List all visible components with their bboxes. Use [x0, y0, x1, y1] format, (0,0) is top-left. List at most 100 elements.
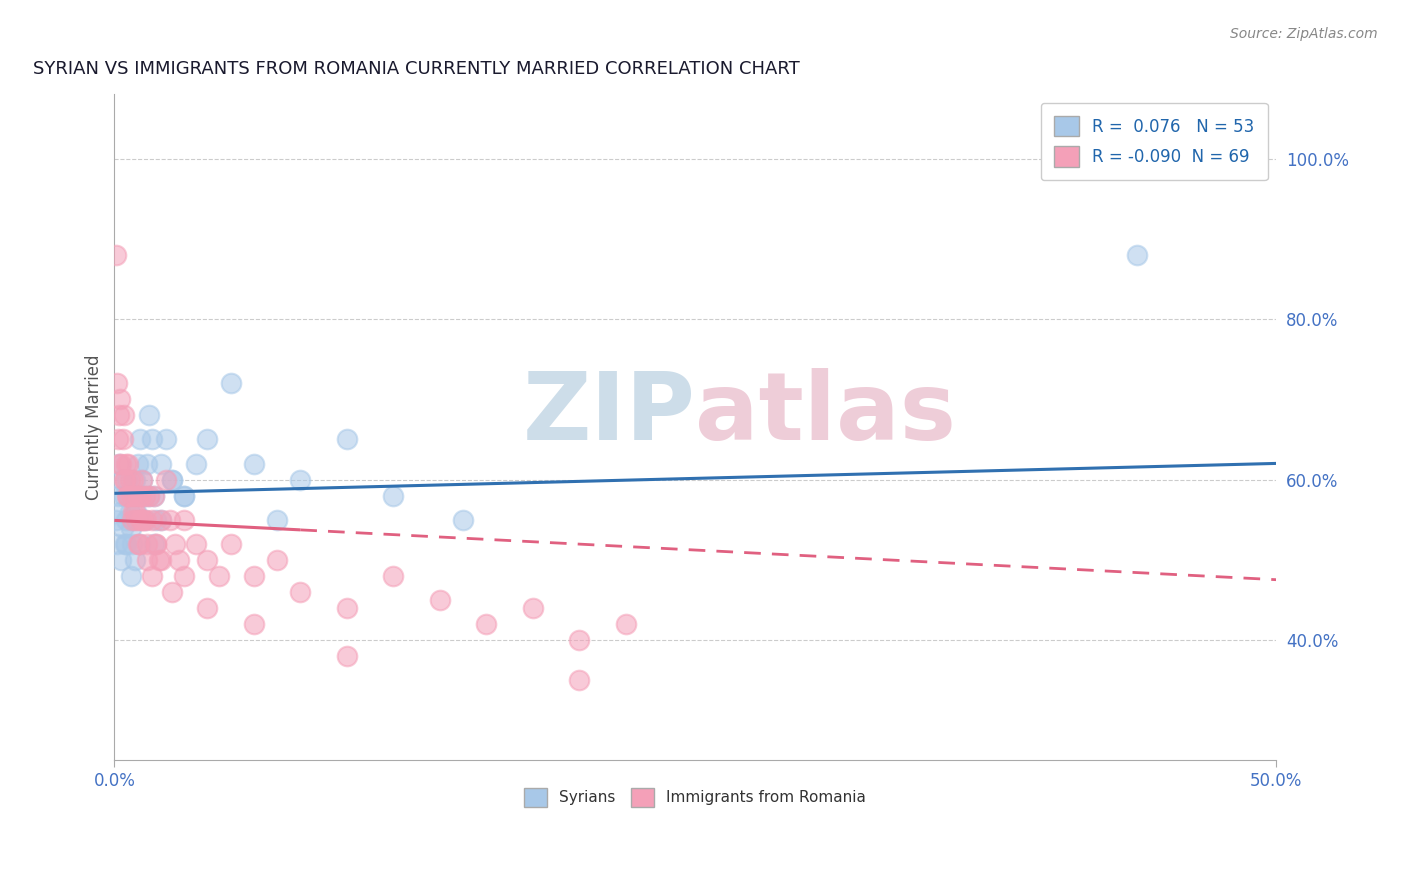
Point — [122, 513, 145, 527]
Point — [451, 513, 474, 527]
Point — [136, 537, 159, 551]
Point — [115, 537, 138, 551]
Point — [169, 553, 191, 567]
Point — [115, 513, 138, 527]
Text: ZIP: ZIP — [523, 368, 695, 460]
Text: Source: ZipAtlas.com: Source: ZipAtlas.com — [1230, 27, 1378, 41]
Point — [110, 505, 132, 519]
Point — [117, 489, 139, 503]
Point — [122, 473, 145, 487]
Y-axis label: Currently Married: Currently Married — [86, 355, 103, 500]
Point — [219, 376, 242, 391]
Point — [131, 473, 153, 487]
Point — [243, 569, 266, 583]
Point — [184, 537, 207, 551]
Point — [121, 513, 143, 527]
Point — [134, 489, 156, 503]
Point — [149, 553, 172, 567]
Point — [184, 457, 207, 471]
Text: atlas: atlas — [695, 368, 956, 460]
Point — [107, 489, 129, 503]
Point — [118, 505, 141, 519]
Point — [149, 457, 172, 471]
Point — [135, 513, 157, 527]
Point — [134, 513, 156, 527]
Point — [243, 617, 266, 632]
Point — [141, 569, 163, 583]
Point — [195, 553, 218, 567]
Point — [148, 553, 170, 567]
Point — [110, 457, 132, 471]
Point — [127, 537, 149, 551]
Point — [382, 489, 405, 503]
Point — [266, 513, 288, 527]
Point — [132, 513, 155, 527]
Point — [173, 489, 195, 503]
Point — [141, 433, 163, 447]
Point — [159, 513, 181, 527]
Point — [121, 537, 143, 551]
Point — [219, 537, 242, 551]
Point — [290, 585, 312, 599]
Point — [155, 433, 177, 447]
Point — [104, 513, 127, 527]
Point — [115, 457, 138, 471]
Point — [124, 553, 146, 567]
Point — [112, 409, 135, 423]
Point — [111, 433, 134, 447]
Point — [117, 489, 139, 503]
Point — [122, 489, 145, 503]
Point — [105, 376, 128, 391]
Point — [149, 513, 172, 527]
Point — [111, 521, 134, 535]
Point — [173, 513, 195, 527]
Point — [120, 569, 142, 583]
Point — [163, 537, 186, 551]
Point — [614, 617, 637, 632]
Point — [243, 457, 266, 471]
Point — [107, 433, 129, 447]
Point — [110, 553, 132, 567]
Point — [145, 513, 167, 527]
Point — [129, 489, 152, 503]
Point — [110, 392, 132, 407]
Point — [117, 457, 139, 471]
Point — [134, 489, 156, 503]
Point — [108, 409, 131, 423]
Point — [114, 473, 136, 487]
Point — [1125, 248, 1147, 262]
Point — [131, 513, 153, 527]
Point — [128, 537, 150, 551]
Point — [155, 473, 177, 487]
Point — [173, 569, 195, 583]
Point — [429, 593, 451, 607]
Point — [162, 473, 184, 487]
Point — [122, 489, 145, 503]
Point — [124, 473, 146, 487]
Point — [290, 473, 312, 487]
Point — [568, 673, 591, 687]
Point — [141, 513, 163, 527]
Point — [336, 649, 359, 664]
Point — [266, 553, 288, 567]
Legend: Syrians, Immigrants from Romania: Syrians, Immigrants from Romania — [519, 781, 872, 813]
Point — [145, 537, 167, 551]
Point — [127, 489, 149, 503]
Point — [138, 489, 160, 503]
Point — [115, 473, 138, 487]
Point — [568, 633, 591, 648]
Point — [122, 505, 145, 519]
Point — [129, 433, 152, 447]
Point — [112, 473, 135, 487]
Point — [127, 457, 149, 471]
Point — [336, 601, 359, 615]
Point — [195, 601, 218, 615]
Point — [120, 489, 142, 503]
Point — [110, 473, 132, 487]
Point — [208, 569, 231, 583]
Point — [129, 513, 152, 527]
Point — [149, 513, 172, 527]
Point — [145, 537, 167, 551]
Point — [336, 433, 359, 447]
Point — [129, 537, 152, 551]
